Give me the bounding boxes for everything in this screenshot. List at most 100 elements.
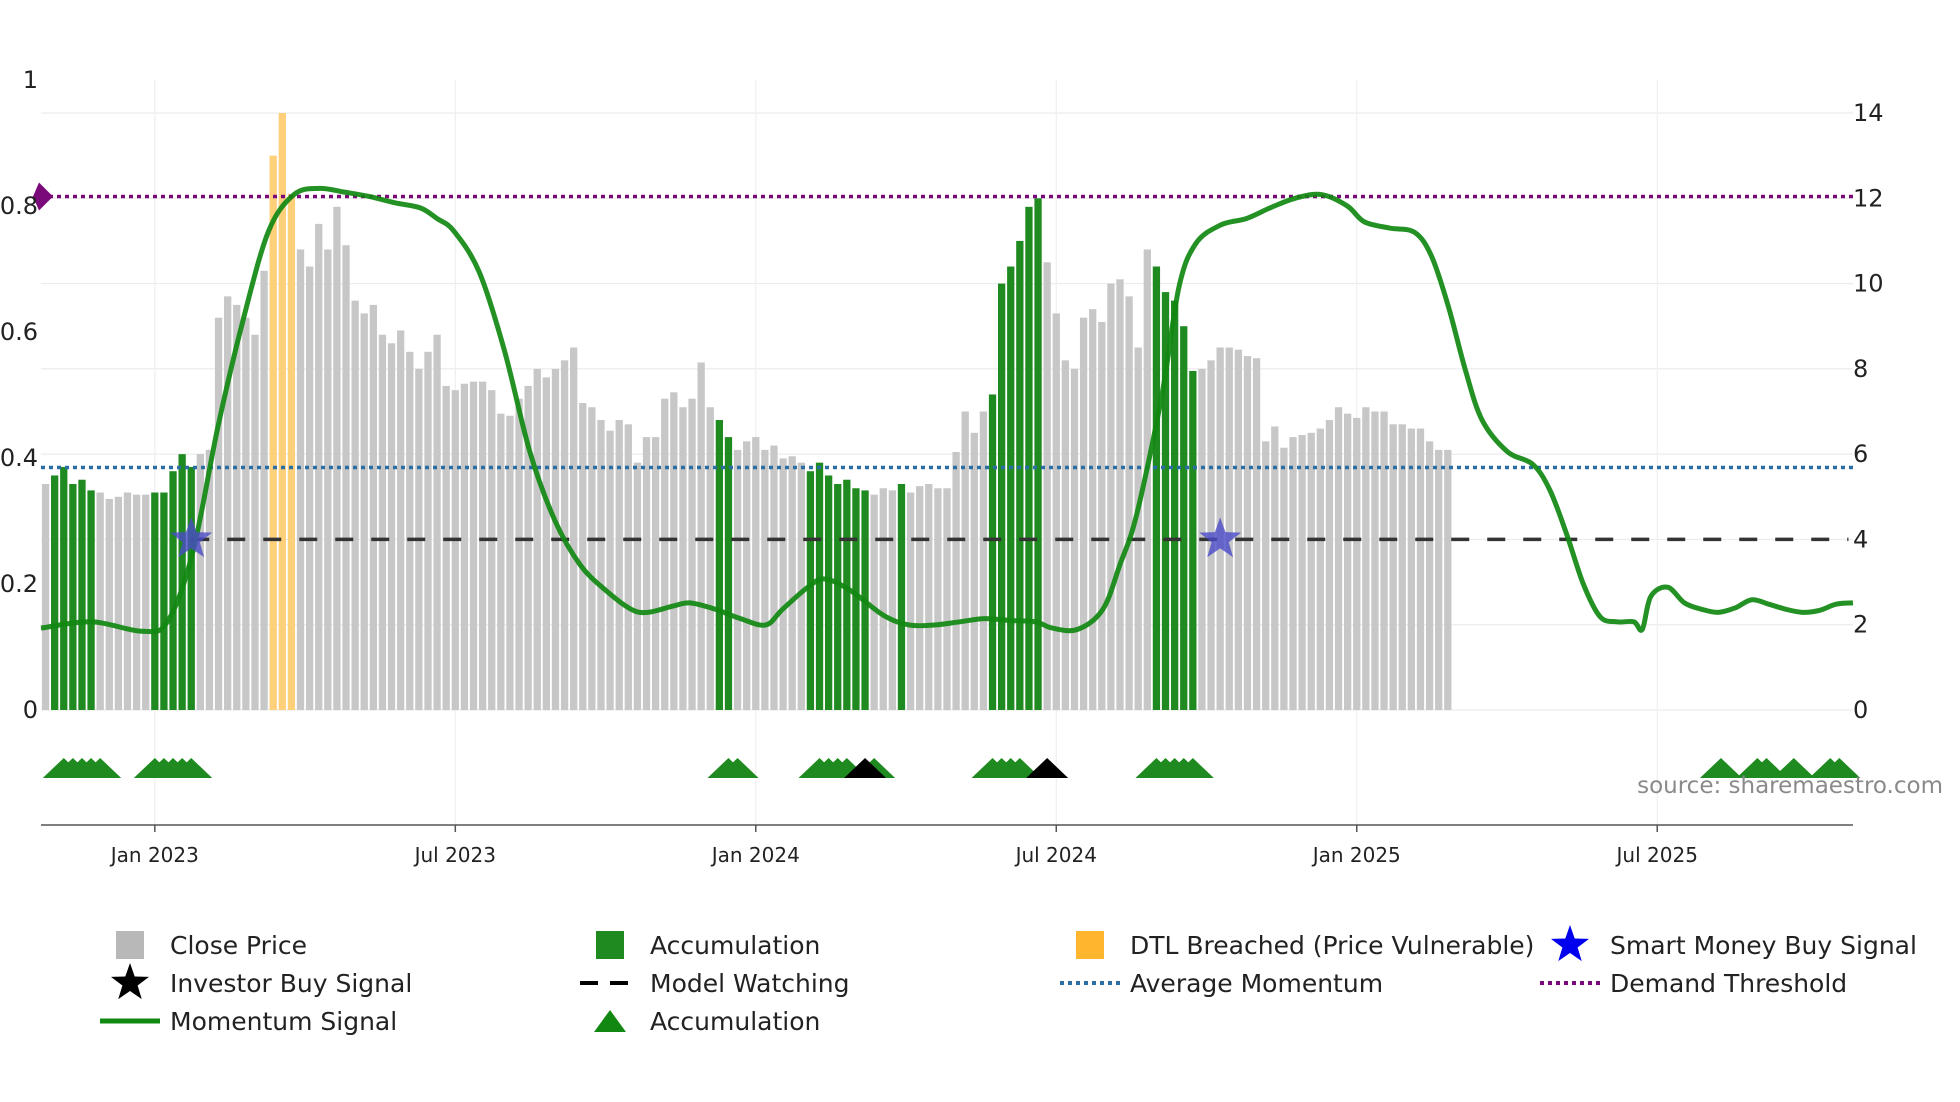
right-tick-label: 2 [1853, 611, 1868, 639]
close-price-bar [1052, 313, 1060, 710]
legend-label: Accumulation [650, 931, 820, 960]
right-tick-label: 14 [1853, 99, 1884, 127]
demand-threshold-marker [33, 182, 53, 211]
investor-buy-marker [1026, 758, 1069, 778]
close-price-bar [1325, 420, 1334, 710]
x-tick-label: Jan 2024 [710, 843, 800, 867]
accumulation-bar [60, 466, 68, 710]
legend-swatch-square [1076, 931, 1104, 959]
legend-item: Demand Threshold [1540, 969, 1847, 998]
close-price-bar [1252, 358, 1261, 710]
close-price-bar [925, 483, 933, 710]
close-price-bar [761, 449, 769, 710]
x-tick-label: Jul 2023 [413, 843, 496, 867]
close-price-bar [296, 249, 305, 710]
close-price-bar [1070, 368, 1079, 710]
close-price-bar [633, 462, 642, 710]
dtl-breached-bar [287, 194, 296, 710]
legend-item: Accumulation [596, 931, 820, 960]
legend-swatch-square [116, 931, 144, 959]
close-price-bar [606, 430, 614, 710]
legend: Close Price Accumulation DTL Breached (Pri… [100, 925, 1917, 1036]
source-credit: source: sharemaestro.com [1637, 773, 1943, 799]
markers-layer [42, 517, 1861, 778]
close-price-bar [1334, 407, 1343, 710]
close-price-bar [251, 334, 259, 710]
legend-label: DTL Breached (Price Vulnerable) [1130, 931, 1534, 960]
close-price-bar [779, 458, 787, 710]
close-price-bar [132, 494, 141, 710]
legend-item: Close Price [116, 931, 307, 960]
legend-label: Accumulation [650, 1007, 820, 1036]
close-price-bar [1134, 347, 1142, 710]
close-price-bar [770, 445, 778, 710]
legend-item: Average Momentum [1060, 969, 1383, 998]
legend-item: Smart Money Buy Signal [1550, 925, 1917, 962]
close-price-bar [788, 456, 796, 710]
accumulation-bar [1034, 198, 1042, 711]
accumulation-bar [78, 479, 86, 710]
close-price-bar [1243, 356, 1252, 710]
close-price-bar [224, 296, 232, 710]
accumulation-bar [852, 488, 860, 710]
accumulation-marker [998, 758, 1041, 778]
close-price-bar [1371, 411, 1379, 710]
accumulation-marker [1699, 758, 1742, 778]
close-price-bar [961, 411, 969, 710]
legend-swatch-star [110, 963, 150, 1000]
smart-money-buy-marker [1199, 517, 1242, 558]
close-price-bar [870, 494, 878, 710]
accumulation-bar [151, 492, 159, 710]
accumulation-bar [51, 475, 59, 710]
close-price-bar [524, 385, 532, 710]
close-price-bar [642, 437, 651, 710]
right-tick-label: 0 [1853, 696, 1868, 724]
close-price-bar [260, 270, 268, 710]
close-price-bar [661, 398, 669, 710]
accumulation-marker [1772, 758, 1815, 778]
accumulation-bar [169, 471, 177, 710]
close-price-bar [114, 496, 123, 710]
close-price-bar [214, 317, 223, 710]
left-tick-label: 0.4 [0, 444, 38, 472]
dtl-breached-bar [278, 113, 286, 710]
close-price-bar [123, 492, 132, 710]
accumulation-bar [1180, 326, 1188, 710]
close-price-bar [1407, 428, 1416, 710]
close-price-bar [1289, 437, 1297, 710]
accumulation-bar [897, 483, 906, 710]
close-price-bar [952, 452, 960, 710]
close-price-bar [797, 462, 805, 710]
close-price-bar [1271, 426, 1279, 710]
accumulation-marker [1171, 758, 1214, 778]
right-tick-label: 12 [1853, 184, 1884, 212]
left-tick-label: 0 [23, 696, 38, 724]
close-price-bar [579, 402, 587, 710]
close-price-bar [943, 488, 951, 710]
accumulation-bar [843, 479, 851, 710]
close-price-bar [1316, 428, 1324, 710]
close-price-bar [1098, 321, 1106, 710]
close-price-bar [305, 266, 314, 710]
close-price-bar [1298, 434, 1306, 710]
close-price-bar [333, 206, 341, 711]
legend-swatch-star [1550, 925, 1590, 962]
close-price-bar [588, 407, 596, 710]
legend-label: Smart Money Buy Signal [1610, 931, 1917, 960]
close-price-bar [1398, 424, 1406, 710]
close-price-bar [433, 334, 441, 710]
legend-label: Model Watching [650, 969, 850, 998]
close-price-bar [888, 490, 897, 710]
close-price-bar [879, 488, 887, 710]
close-price-bar [743, 441, 751, 710]
close-price-bar [1344, 413, 1352, 710]
lines-layer [33, 182, 1854, 635]
close-price-bar [624, 424, 632, 710]
close-price-bar [1353, 417, 1361, 710]
close-price-bar [688, 398, 696, 710]
close-price-bar [570, 347, 578, 710]
close-price-bar [378, 334, 387, 710]
close-price-bar [1107, 283, 1115, 710]
